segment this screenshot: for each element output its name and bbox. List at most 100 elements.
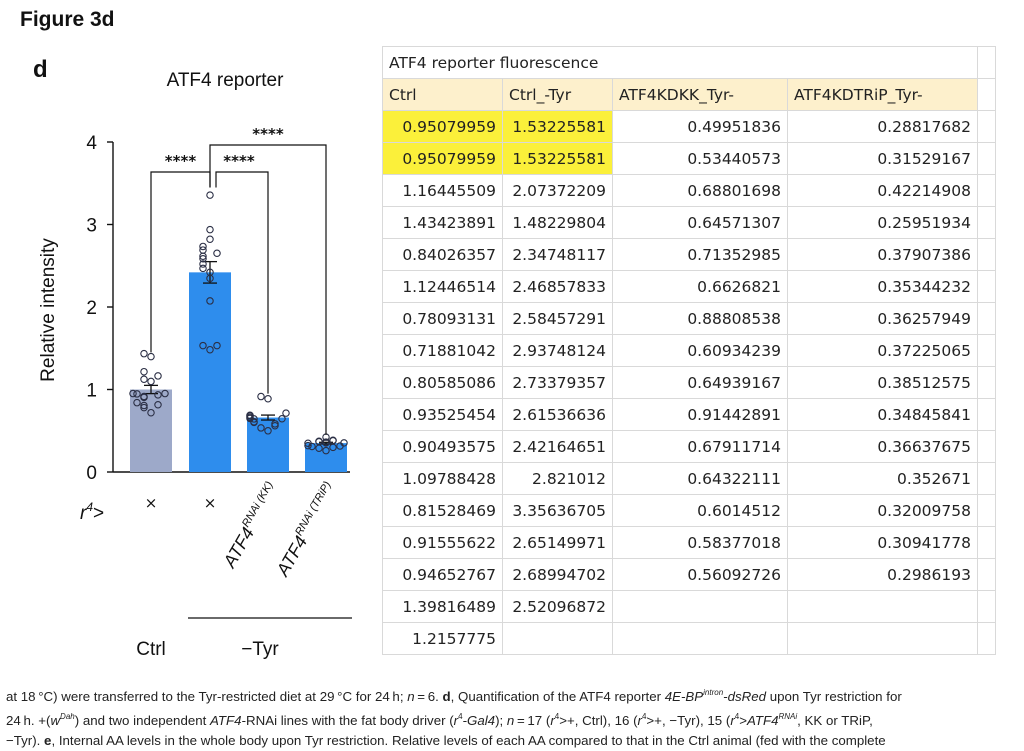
sheet-cell[interactable]: 1.53225581 [502,142,613,175]
sheet-header-cell[interactable]: Ctrl_-Tyr [502,78,613,111]
sheet-cell[interactable]: 0.38512575 [787,366,978,399]
data-point [154,372,162,380]
caption-segment: r [550,713,555,728]
sheet-cell[interactable]: 2.61536636 [502,398,613,431]
sheet-cell[interactable]: 1.16445509 [382,174,503,207]
sheet-cell[interactable]: 0.84026357 [382,238,503,271]
sheet-empty-cell[interactable] [977,46,996,79]
sheet-cell[interactable]: 0.56092726 [612,558,788,591]
sheet-empty-cell[interactable] [977,398,996,431]
sheet-cell[interactable]: 0.60934239 [612,334,788,367]
sheet-cell[interactable]: 2.821012 [502,462,613,495]
sheet-cell[interactable] [612,622,788,655]
sheet-cell[interactable]: 0.67911714 [612,430,788,463]
sheet-cell[interactable]: 2.52096872 [502,590,613,623]
sheet-cell[interactable]: 0.81528469 [382,494,503,527]
sheet-cell[interactable]: 0.35344232 [787,270,978,303]
sheet-cell[interactable] [787,590,978,623]
sheet-empty-cell[interactable] [977,366,996,399]
sheet-cell[interactable]: 0.95079959 [382,142,503,175]
sheet-cell[interactable]: 1.39816489 [382,590,503,623]
sheet-cell[interactable]: 0.68801698 [612,174,788,207]
sheet-cell[interactable]: 1.48229804 [502,206,613,239]
sheet-cell[interactable]: 1.2157775 [382,622,503,655]
sheet-empty-cell[interactable] [977,238,996,271]
sheet-cell[interactable]: 0.37225065 [787,334,978,367]
sheet-cell[interactable]: 0.78093131 [382,302,503,335]
sheet-cell[interactable]: 0.94652767 [382,558,503,591]
sheet-cell[interactable]: 3.35636705 [502,494,613,527]
y-tick-label: 0 [86,463,97,484]
sheet-empty-cell[interactable] [977,78,996,111]
sheet-cell[interactable]: 2.93748124 [502,334,613,367]
sheet-empty-cell[interactable] [977,430,996,463]
sheet-cell[interactable]: 0.42214908 [787,174,978,207]
sheet-empty-cell[interactable] [977,142,996,175]
sheet-cell[interactable]: 0.6626821 [612,270,788,303]
sheet-cell[interactable]: 0.36257949 [787,302,978,335]
sheet-cell[interactable]: 0.352671 [787,462,978,495]
sheet-cell[interactable]: 1.09788428 [382,462,503,495]
sheet-title-cell[interactable]: ATF4 reporter fluorescence [382,46,978,79]
sheet-cell[interactable]: 0.64571307 [612,206,788,239]
sheet-cell[interactable] [612,590,788,623]
sheet-cell[interactable]: 0.28817682 [787,110,978,143]
sheet-cell[interactable]: 0.25951934 [787,206,978,239]
sheet-cell[interactable]: 0.58377018 [612,526,788,559]
sheet-cell[interactable]: 0.93525454 [382,398,503,431]
sheet-cell[interactable]: 2.07372209 [502,174,613,207]
group-label-tyr: −Tyr [241,639,279,660]
sheet-cell[interactable]: 0.31529167 [787,142,978,175]
sheet-cell[interactable]: 0.53440573 [612,142,788,175]
sheet-cell[interactable]: 0.32009758 [787,494,978,527]
sheet-cell[interactable]: 0.91555622 [382,526,503,559]
sheet-header-cell[interactable]: ATF4KDTRiP_Tyr- [787,78,978,111]
sheet-cell[interactable]: 0.91442891 [612,398,788,431]
sheet-cell[interactable]: 0.36637675 [787,430,978,463]
sheet-header-cell[interactable]: Ctrl [382,78,503,111]
sheet-cell[interactable]: 2.58457291 [502,302,613,335]
sheet-row: 1.43423891 1.48229804 0.64571307 0.25951934 [382,206,996,239]
sheet-cell[interactable]: 2.65149971 [502,526,613,559]
sheet-empty-cell[interactable] [977,302,996,335]
sheet-cell[interactable]: 2.42164651 [502,430,613,463]
sheet-cell[interactable] [502,622,613,655]
sheet-empty-cell[interactable] [977,462,996,495]
caption-line: −Tyr). e, Internal AA levels in the whol… [6,731,1020,751]
data-point [147,352,155,361]
sheet-cell[interactable]: 0.88808538 [612,302,788,335]
data-point [199,260,207,268]
sheet-header-cell[interactable]: ATF4KDKK_Tyr- [612,78,788,111]
sheet-cell[interactable]: 0.95079959 [382,110,503,143]
sheet-cell[interactable]: 0.71352985 [612,238,788,271]
sheet-empty-cell[interactable] [977,206,996,239]
sheet-cell[interactable]: 0.2986193 [787,558,978,591]
sheet-cell[interactable]: 0.64939167 [612,366,788,399]
sheet-cell[interactable] [787,622,978,655]
sheet-cell[interactable]: 0.71881042 [382,334,503,367]
sheet-cell[interactable]: 0.64322111 [612,462,788,495]
sheet-cell[interactable]: 0.6014512 [612,494,788,527]
sheet-empty-cell[interactable] [977,622,996,655]
sheet-empty-cell[interactable] [977,334,996,367]
sheet-cell[interactable]: 2.73379357 [502,366,613,399]
sheet-empty-cell[interactable] [977,110,996,143]
sheet-empty-cell[interactable] [977,494,996,527]
sheet-cell[interactable]: 1.43423891 [382,206,503,239]
sheet-cell[interactable]: 2.46857833 [502,270,613,303]
sheet-cell[interactable]: 0.49951836 [612,110,788,143]
sheet-cell[interactable]: 2.68994702 [502,558,613,591]
sheet-empty-cell[interactable] [977,526,996,559]
sheet-cell[interactable]: 1.53225581 [502,110,613,143]
sheet-empty-cell[interactable] [977,270,996,303]
sheet-cell[interactable]: 0.80585086 [382,366,503,399]
sheet-cell[interactable]: 0.30941778 [787,526,978,559]
sheet-cell[interactable]: 0.34845841 [787,398,978,431]
sheet-empty-cell[interactable] [977,174,996,207]
sheet-empty-cell[interactable] [977,558,996,591]
sheet-cell[interactable]: 2.34748117 [502,238,613,271]
sheet-cell[interactable]: 0.90493575 [382,430,503,463]
sheet-empty-cell[interactable] [977,590,996,623]
sheet-cell[interactable]: 1.12446514 [382,270,503,303]
sheet-cell[interactable]: 0.37907386 [787,238,978,271]
